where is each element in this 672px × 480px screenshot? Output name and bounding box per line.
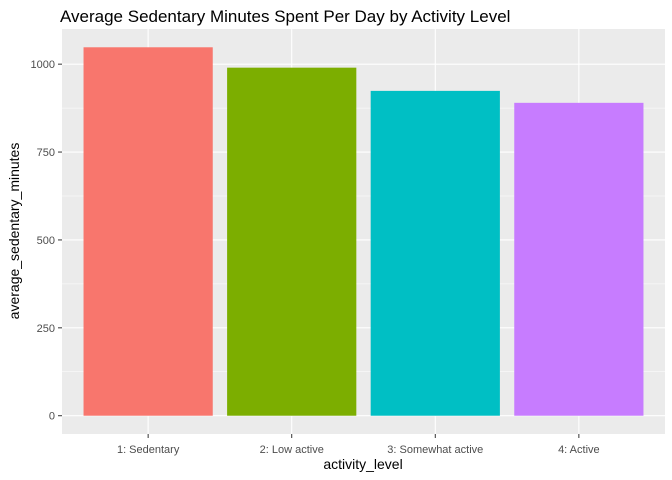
chart-title: Average Sedentary Minutes Spent Per Day … [60, 7, 510, 26]
y-tick-label: 0 [49, 411, 55, 423]
x-axis-ticks: 1: Sedentary 2: Low active 3: Somewhat act… [117, 434, 600, 456]
bar [514, 102, 644, 416]
x-tick-label: 4: Active [558, 444, 600, 456]
x-tick-label: 3: Somewhat active [387, 444, 483, 456]
y-axis-title: average_sedentary_minutes [6, 143, 22, 320]
bar [370, 90, 500, 416]
bar [83, 47, 213, 416]
y-tick-label: 500 [37, 235, 55, 247]
y-tick-label: 1000 [31, 59, 55, 71]
y-tick-label: 750 [37, 147, 55, 159]
y-axis-ticks: 0 250 500 750 1000 [31, 59, 62, 423]
bar [227, 67, 357, 416]
x-axis-title: activity_level [323, 456, 402, 472]
bars [83, 47, 644, 416]
x-tick-label: 2: Low active [260, 444, 324, 456]
y-tick-label: 250 [37, 323, 55, 335]
x-tick-label: 1: Sedentary [117, 444, 180, 456]
